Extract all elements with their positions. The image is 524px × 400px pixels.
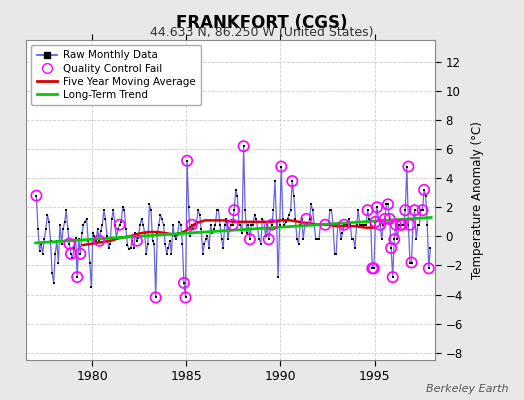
Point — [268, 222, 276, 228]
Point — [368, 265, 376, 272]
Text: FRANKFORT (CGS): FRANKFORT (CGS) — [176, 14, 348, 32]
Point — [369, 265, 378, 272]
Point — [363, 207, 372, 213]
Point — [420, 187, 428, 193]
Point — [277, 163, 286, 170]
Text: 44.633 N, 86.250 W (United States): 44.633 N, 86.250 W (United States) — [150, 26, 374, 39]
Point — [398, 222, 406, 228]
Point — [410, 207, 419, 213]
Point — [133, 238, 141, 244]
Point — [180, 280, 188, 286]
Point — [32, 192, 40, 199]
Point — [418, 207, 427, 213]
Point — [288, 178, 297, 184]
Point — [230, 207, 238, 213]
Point — [424, 265, 433, 272]
Point — [183, 158, 191, 164]
Legend: Raw Monthly Data, Quality Control Fail, Five Year Moving Average, Long-Term Tren: Raw Monthly Data, Quality Control Fail, … — [31, 45, 201, 105]
Point — [406, 222, 414, 228]
Point — [73, 274, 81, 280]
Point — [390, 236, 398, 242]
Point — [151, 294, 160, 301]
Point — [228, 222, 237, 228]
Point — [385, 216, 394, 222]
Point — [396, 222, 405, 228]
Point — [95, 238, 103, 244]
Point — [404, 163, 412, 170]
Point — [321, 222, 330, 228]
Y-axis label: Temperature Anomaly (°C): Temperature Anomaly (°C) — [471, 121, 484, 279]
Point — [387, 245, 395, 251]
Point — [371, 219, 379, 225]
Point — [380, 216, 389, 222]
Point — [376, 222, 384, 228]
Point — [302, 216, 311, 222]
Point — [188, 222, 196, 228]
Point — [401, 207, 409, 213]
Point — [246, 236, 254, 242]
Point — [181, 294, 190, 301]
Text: Berkeley Earth: Berkeley Earth — [426, 384, 508, 394]
Point — [384, 201, 392, 208]
Point — [373, 204, 381, 210]
Point — [407, 259, 416, 266]
Point — [65, 240, 73, 247]
Point — [388, 274, 397, 280]
Point — [239, 143, 248, 149]
Point — [391, 222, 400, 228]
Point — [76, 251, 84, 257]
Point — [265, 236, 273, 242]
Point — [115, 222, 124, 228]
Point — [67, 251, 75, 257]
Point — [340, 222, 348, 228]
